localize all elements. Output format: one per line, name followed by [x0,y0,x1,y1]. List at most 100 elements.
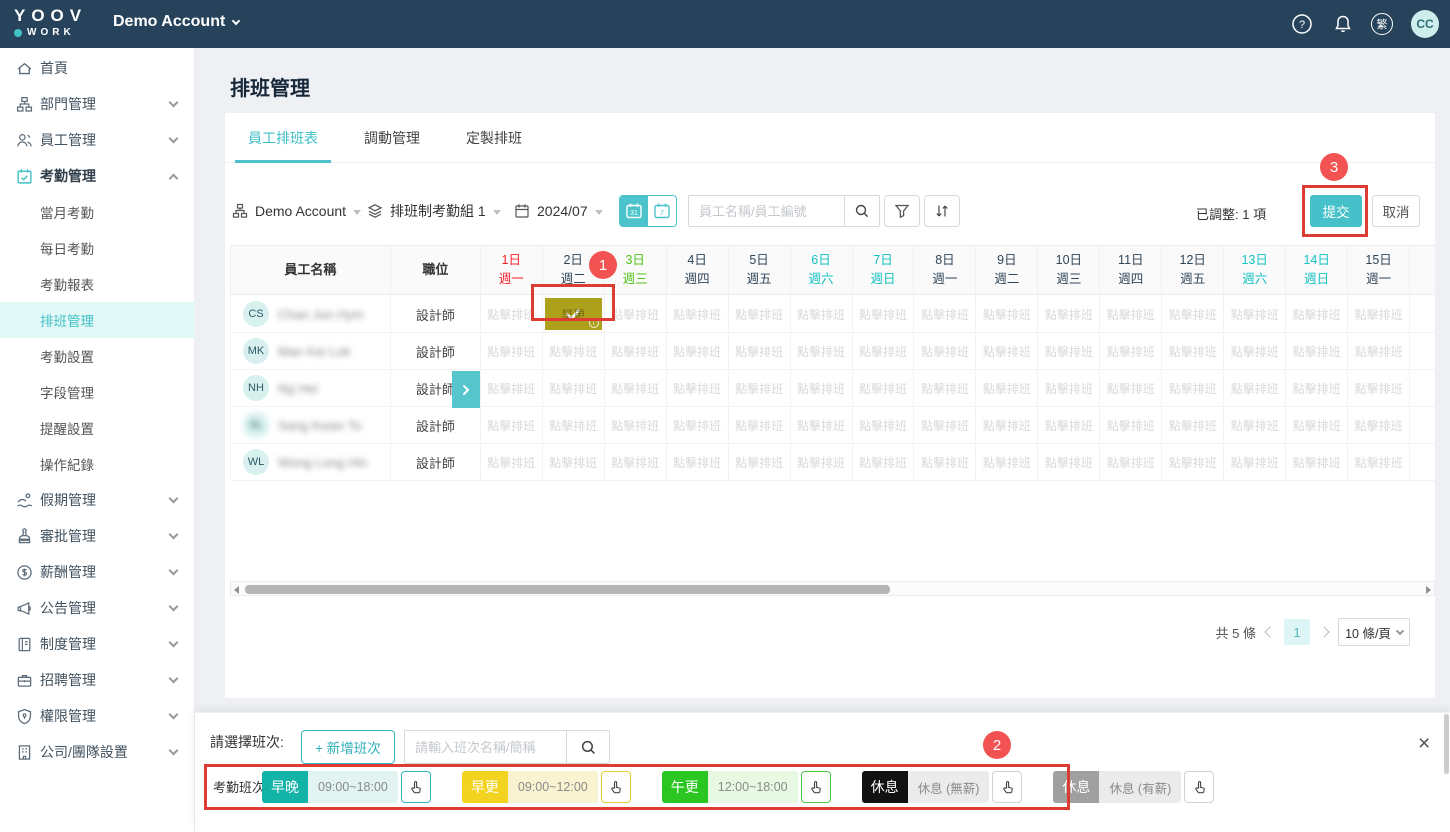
assigned-shift-cell[interactable]: 早更 i [544,298,602,330]
sidebar-item-operation-log[interactable]: 操作紀錄 [40,458,94,473]
schedule-cell[interactable]: 點擊排班 [853,444,915,480]
schedule-cell[interactable]: 點擊排班 [729,444,791,480]
sidebar-item-daily-attendance[interactable]: 每日考勤 [40,242,94,257]
schedule-cell[interactable]: 點擊排班 [481,333,543,369]
schedule-cell[interactable]: 點擊排班 [1224,370,1287,406]
attendance-group-dropdown[interactable]: 排班制考勤組 1 [367,196,501,226]
schedule-cell[interactable]: 點擊排班 [1100,370,1163,406]
schedule-cell[interactable]: 點擊排班 [976,407,1039,443]
schedule-cell[interactable]: 點擊排班 [481,407,543,443]
schedule-cell[interactable]: 點擊排班 [543,444,605,480]
account-filter-dropdown[interactable]: Demo Account [232,196,362,226]
schedule-cell[interactable]: 點擊排班 [667,296,729,332]
schedule-cell[interactable]: 點擊排班 [667,444,729,480]
sidebar-item-policy[interactable]: 制度管理 [0,626,195,662]
scrollbar-thumb[interactable] [245,585,890,594]
schedule-cell[interactable]: 點擊排班 [791,333,853,369]
next-page-icon[interactable] [1318,626,1330,638]
search-button[interactable] [844,195,880,227]
schedule-cell[interactable]: 點擊排班 [667,333,729,369]
sidebar-item-employees[interactable]: 員工管理 [0,122,195,158]
schedule-cell[interactable]: 點擊排班 [853,296,915,332]
schedule-cell[interactable]: 點擊排班 [1038,296,1101,332]
schedule-cell[interactable]: 點擊排班 [976,370,1039,406]
schedule-cell[interactable]: 點擊排班 [605,333,667,369]
schedule-cell[interactable]: 點擊排班 [1286,333,1349,369]
schedule-cell[interactable]: 點擊排班 [1224,444,1287,480]
view-mode-toggle[interactable]: 31 7 [619,195,677,227]
schedule-cell[interactable]: 點擊排班 [1162,444,1225,480]
month-view-button[interactable]: 31 [620,196,648,226]
sidebar-item-home[interactable]: 首頁 [0,50,195,86]
schedule-cell[interactable]: 點擊排班 [729,296,791,332]
schedule-cell[interactable]: 點擊排班 [543,333,605,369]
schedule-cell[interactable]: 點擊排班 [729,370,791,406]
schedule-cell[interactable]: 點擊排班 [481,296,543,332]
schedule-cell[interactable]: 點擊排班 [976,444,1039,480]
schedule-cell[interactable]: 點擊排班 [1038,407,1101,443]
assign-shift-button[interactable] [992,771,1023,803]
schedule-cell[interactable]: 點擊排班 [605,370,667,406]
scroll-right-icon[interactable] [1426,586,1431,594]
schedule-cell[interactable]: 點擊排班 [853,407,915,443]
schedule-cell[interactable]: 點擊排班 [1348,444,1411,480]
shift-chip-rest-paid[interactable]: 休息 休息 (有薪) [1053,771,1215,803]
submit-button[interactable]: 提交 [1310,195,1362,227]
page-number-button[interactable]: 1 [1284,619,1310,645]
sidebar-item-monthly-attendance[interactable]: 當月考勤 [40,206,94,221]
schedule-cell[interactable]: 點擊排班 [667,370,729,406]
scroll-left-icon[interactable] [234,586,239,594]
schedule-cell[interactable]: 點擊排班 [1224,296,1287,332]
schedule-cell[interactable]: 點擊排班 [1224,407,1287,443]
shift-chip-afternoon[interactable]: 午更 12:00~18:00 [661,771,831,803]
schedule-cell[interactable]: 點擊排班 [976,296,1039,332]
schedule-cell[interactable]: 點擊排班 [1162,333,1225,369]
shift-chip-rest-unpaid[interactable]: 休息 休息 (無薪) [861,771,1023,803]
schedule-cell[interactable]: 點擊排班 [853,370,915,406]
shift-search-button[interactable] [566,730,610,764]
schedule-cell[interactable]: 點擊排班 [1038,444,1101,480]
schedule-cell[interactable]: 點擊排班 [914,407,977,443]
schedule-cell[interactable]: 點擊排班 [1162,407,1225,443]
schedule-cell[interactable]: 點擊排班 [791,296,853,332]
schedule-cell[interactable]: 點擊排班 [914,444,977,480]
schedule-cell[interactable]: 點擊排班 [729,407,791,443]
assign-shift-button[interactable] [1184,771,1215,803]
schedule-cell-selected[interactable]: 早更 i [543,296,605,332]
schedule-cell[interactable]: 點擊排班 [481,444,543,480]
help-icon[interactable]: ? [1289,11,1315,37]
schedule-cell[interactable]: 點擊排班 [543,370,605,406]
add-shift-button[interactable]: + 新增班次 [301,730,395,764]
sidebar-item-company-settings[interactable]: 公司/團隊設置 [0,734,195,770]
assign-shift-button[interactable] [600,771,631,803]
row-expander-button[interactable] [452,371,480,408]
cancel-button[interactable]: 取消 [1372,195,1420,227]
schedule-cell[interactable]: 點擊排班 [729,333,791,369]
sidebar-item-attendance-settings[interactable]: 考勤設置 [40,350,94,365]
close-icon[interactable]: × [1418,732,1431,755]
sidebar-item-attendance[interactable]: 考勤管理 [0,158,195,194]
schedule-cell[interactable]: 點擊排班 [1348,296,1411,332]
schedule-cell[interactable]: 點擊排班 [605,407,667,443]
schedule-cell[interactable]: 點擊排班 [481,370,543,406]
month-picker[interactable]: 2024/07 [514,196,603,226]
schedule-cell[interactable]: 點擊排班 [1224,333,1287,369]
schedule-cell[interactable]: 點擊排班 [1286,296,1349,332]
sidebar-item-holiday[interactable]: 假期管理 [0,482,195,518]
user-avatar[interactable]: CC [1411,10,1439,38]
schedule-cell[interactable]: 點擊排班 [1100,333,1163,369]
schedule-cell[interactable]: 點擊排班 [914,370,977,406]
schedule-cell[interactable]: 點擊排班 [1348,370,1411,406]
account-switcher[interactable]: Demo Account [113,13,241,31]
schedule-cell[interactable]: 點擊排班 [1100,296,1163,332]
schedule-cell[interactable]: 點擊排班 [1348,333,1411,369]
notifications-bell-icon[interactable] [1330,11,1356,37]
schedule-cell[interactable]: 點擊排班 [791,407,853,443]
schedule-cell[interactable]: 點擊排班 [1286,407,1349,443]
sidebar-item-recruiting[interactable]: 招聘管理 [0,662,195,698]
sidebar-item-shift-management[interactable]: 排班管理 [0,302,195,338]
week-view-button[interactable]: 7 [648,196,676,226]
filter-button[interactable] [884,195,920,227]
shift-chip-morning-evening[interactable]: 早晚 09:00~18:00 [262,771,431,803]
tab-custom-schedule[interactable]: 定製排班 [466,129,522,146]
